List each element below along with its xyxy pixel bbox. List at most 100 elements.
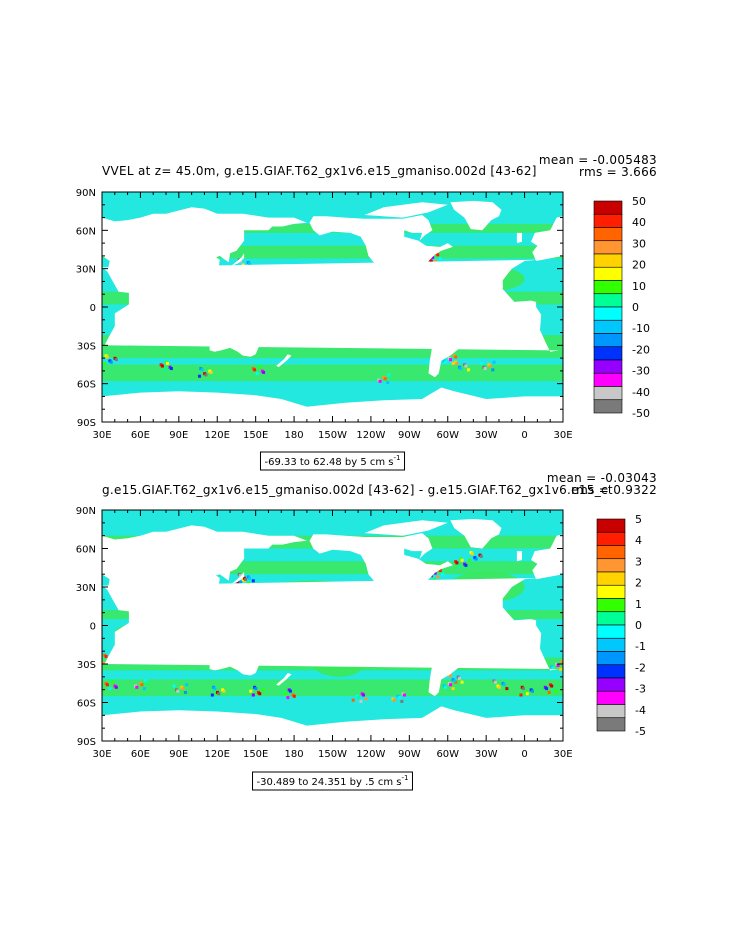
colorbar-label: 1 [635, 598, 642, 611]
current-hotspot [185, 683, 189, 687]
land-mask [203, 298, 216, 313]
current-hotspot [239, 574, 243, 578]
x-tick-label: 60E [131, 430, 150, 441]
y-tick-label: 90S [77, 737, 96, 748]
land-mask [102, 706, 563, 741]
colorbar-label: -2 [635, 661, 646, 674]
colorbar-swatch [593, 293, 623, 308]
colorbar-label: 40 [632, 216, 646, 229]
x-tick-label: 90W [398, 430, 421, 441]
current-hotspot [109, 360, 113, 364]
current-hotspot [556, 664, 560, 667]
current-hotspot [388, 374, 392, 378]
current-hotspot [361, 693, 365, 697]
x-tick-label: 90E [169, 749, 188, 760]
current-hotspot [464, 364, 468, 368]
current-hotspot [140, 683, 144, 687]
colorbar-label: -20 [632, 343, 650, 356]
colorbar-label: 10 [632, 280, 646, 293]
x-tick-label: 150W [318, 749, 347, 760]
x-tick-label: 60E [131, 749, 150, 760]
land-mask [450, 200, 502, 231]
current-hotspot [378, 379, 382, 383]
current-hotspot [400, 699, 404, 703]
colorbar-label: 20 [632, 259, 646, 272]
land-mask [364, 520, 448, 536]
current-hotspot [253, 368, 257, 372]
current-hotspot [114, 358, 118, 362]
land-mask [420, 610, 480, 697]
x-tick-label: 30E [553, 749, 572, 760]
land-mask [203, 616, 216, 631]
land-mask [230, 571, 245, 585]
colorbar-label: 30 [632, 237, 646, 250]
y-tick-label: 90S [77, 418, 96, 429]
current-hotspot [483, 367, 487, 371]
y-tick-label: 0 [90, 303, 96, 314]
colorbar-swatch [596, 598, 626, 613]
land-mask [209, 639, 260, 676]
current-hotspot [247, 576, 251, 580]
current-hotspot [142, 687, 146, 691]
y-tick-label: 30N [76, 583, 96, 594]
y-tick-label: 60N [76, 545, 96, 556]
current-hotspot [559, 667, 563, 671]
map-field [102, 192, 563, 422]
y-tick-label: 60N [76, 226, 96, 237]
x-tick-label: 0 [521, 749, 527, 760]
current-hotspot [135, 685, 139, 689]
x-tick-label: 90W [398, 749, 421, 760]
colorbar-label: -30 [632, 365, 650, 378]
x-tick-label: 30W [475, 749, 498, 760]
current-hotspot [449, 674, 453, 678]
current-hotspot [502, 683, 506, 687]
current-hotspot [457, 676, 461, 680]
contour-range-label: -30.489 to 24.351 by .5 cm s-1 [257, 774, 409, 788]
current-hotspot [98, 656, 101, 659]
current-hotspot [258, 365, 262, 369]
colorbar-swatch [596, 677, 626, 692]
colorbar-swatch [593, 227, 623, 242]
current-hotspot [443, 360, 447, 364]
colorbar-swatch [596, 518, 626, 533]
y-tick-label: 30N [76, 265, 96, 276]
current-hotspot [433, 571, 437, 575]
panel-title: VVEL at z= 45.0m, g.e15.GIAF.T62_gx1v6.e… [102, 164, 537, 178]
x-tick-label: 30E [92, 430, 111, 441]
colorbar-label: -10 [632, 322, 650, 335]
current-hotspot [176, 689, 180, 693]
land-mask [450, 519, 502, 549]
colorbar-label: -40 [632, 386, 650, 399]
current-hotspot [110, 680, 114, 684]
colorbar-swatch [593, 213, 623, 228]
current-hotspot [454, 355, 458, 359]
current-hotspot [474, 557, 478, 561]
colorbar-swatch [593, 372, 623, 387]
colorbar-swatch [596, 558, 626, 573]
x-tick-label: 120E [205, 430, 230, 441]
colorbar-label: -4 [635, 704, 646, 717]
colorbar-label: -50 [632, 407, 650, 420]
current-hotspot [451, 361, 455, 365]
y-tick-label: 90N [76, 506, 96, 517]
current-hotspot [449, 358, 453, 362]
current-hotspot [466, 368, 470, 372]
colorbar-label: 50 [632, 195, 646, 208]
current-hotspot [438, 569, 442, 573]
colorbar-label: -5 [635, 725, 646, 738]
current-hotspot [457, 565, 461, 569]
contour-range-box [252, 771, 413, 791]
current-hotspot [172, 684, 176, 688]
current-hotspot [561, 661, 563, 665]
current-hotspot [283, 692, 287, 696]
current-hotspot [181, 687, 185, 691]
current-hotspot [488, 364, 492, 368]
land-mask [102, 387, 563, 422]
land-mask [531, 534, 563, 580]
land-mask [420, 291, 480, 378]
current-hotspot [209, 370, 213, 374]
land-mask [102, 525, 307, 625]
current-hotspot [470, 552, 474, 556]
contour-range-label: -69.33 to 62.48 by 5 cm s-1 [264, 454, 400, 468]
